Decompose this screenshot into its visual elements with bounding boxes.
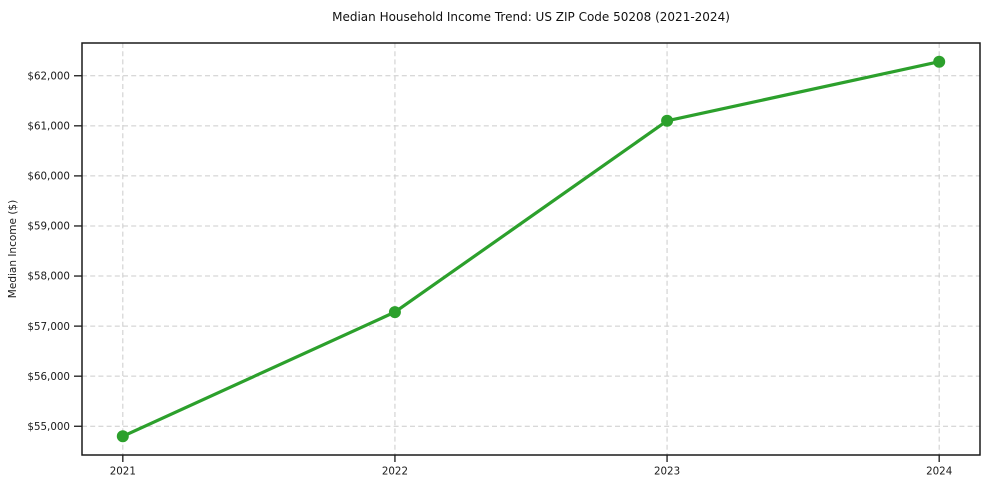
y-tick-label: $62,000 [27,70,70,82]
x-tick-labels: 2021 2022 2023 2024 [110,466,953,478]
x-tick-label: 2023 [654,466,680,478]
plot-border [81,42,981,456]
data-point-2023 [661,114,674,127]
y-gridlines [82,75,980,427]
y-tick-label: $55,000 [27,421,70,433]
data-point-2022 [388,306,401,319]
x-tick-label: 2022 [382,466,408,478]
x-ticks [122,455,940,462]
y-tick-labels: $55,000 $56,000 $57,000 $58,000 $59,000 $60,0… [27,70,70,433]
x-tick-label: 2021 [110,466,136,478]
y-tick-label: $57,000 [27,321,70,333]
x-gridlines [122,43,940,455]
trend-line [122,60,940,438]
y-tick-label: $56,000 [27,371,70,383]
y-tick-label: $60,000 [27,171,70,183]
y-tick-label: $59,000 [27,221,70,233]
y-tick-label: $58,000 [27,271,70,283]
data-point-2021 [116,430,129,443]
x-tick-label: 2024 [926,466,952,478]
data-point-2024 [933,55,946,68]
chart-title: Median Household Income Trend: US ZIP Co… [332,10,730,24]
data-points [116,55,946,443]
y-tick-label: $61,000 [27,121,70,133]
y-axis-label: Median Income ($) [7,200,19,298]
y-ticks [74,75,82,427]
